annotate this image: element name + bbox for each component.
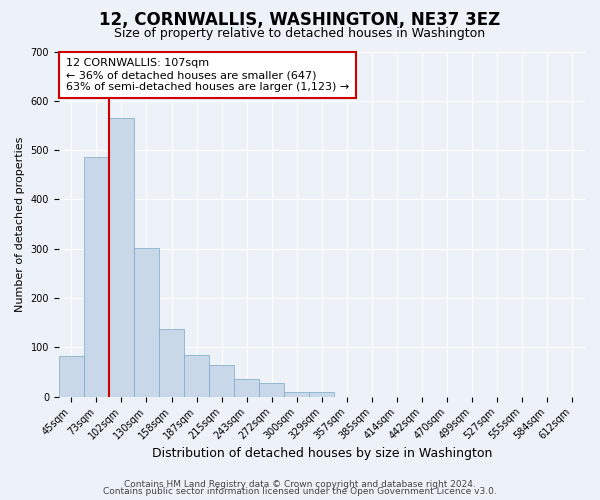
- Bar: [109, 118, 134, 396]
- Bar: [234, 380, 259, 396]
- Bar: [284, 392, 310, 396]
- Bar: [84, 156, 109, 396]
- Bar: [209, 364, 234, 396]
- Y-axis label: Number of detached properties: Number of detached properties: [15, 136, 25, 312]
- Bar: [159, 328, 184, 396]
- Bar: [134, 248, 159, 396]
- Bar: [59, 356, 84, 397]
- Text: Contains public sector information licensed under the Open Government Licence v3: Contains public sector information licen…: [103, 487, 497, 496]
- Bar: [310, 392, 334, 396]
- Text: Size of property relative to detached houses in Washington: Size of property relative to detached ho…: [115, 28, 485, 40]
- Bar: [259, 383, 284, 396]
- Text: 12 CORNWALLIS: 107sqm
← 36% of detached houses are smaller (647)
63% of semi-det: 12 CORNWALLIS: 107sqm ← 36% of detached …: [66, 58, 349, 92]
- Text: 12, CORNWALLIS, WASHINGTON, NE37 3EZ: 12, CORNWALLIS, WASHINGTON, NE37 3EZ: [100, 11, 500, 29]
- X-axis label: Distribution of detached houses by size in Washington: Distribution of detached houses by size …: [152, 447, 492, 460]
- Bar: [184, 355, 209, 397]
- Text: Contains HM Land Registry data © Crown copyright and database right 2024.: Contains HM Land Registry data © Crown c…: [124, 480, 476, 489]
